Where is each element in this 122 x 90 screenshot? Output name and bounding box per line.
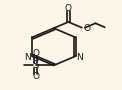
Text: N: N <box>76 53 83 62</box>
Text: O: O <box>32 49 39 58</box>
Text: O: O <box>32 72 39 81</box>
Text: N: N <box>25 53 31 62</box>
Text: O: O <box>83 24 90 33</box>
Text: O: O <box>65 4 72 13</box>
Text: S: S <box>32 60 39 70</box>
